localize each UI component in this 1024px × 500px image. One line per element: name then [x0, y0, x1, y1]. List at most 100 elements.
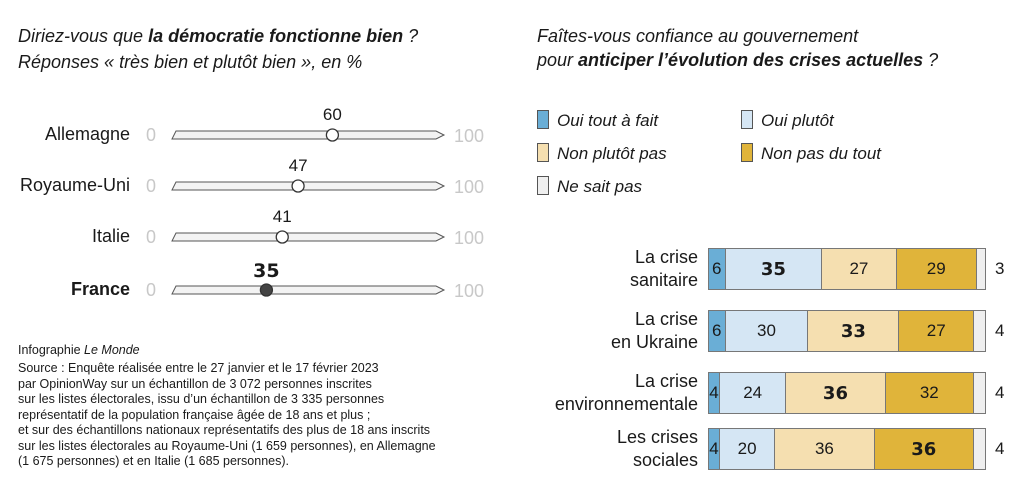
- value-dot: [259, 283, 274, 297]
- legend-item: Oui plutôt: [741, 110, 834, 131]
- value-dot: [275, 230, 289, 244]
- right-title-bold: anticiper l’évolution des crises actuell…: [578, 50, 924, 70]
- value-label: 41: [272, 207, 292, 226]
- legend-swatch: [741, 110, 753, 129]
- stacked-bar: 6 35 27 29: [708, 248, 986, 290]
- bar-segment: 4: [709, 429, 721, 469]
- category-label: La crise en Ukraine: [508, 308, 698, 354]
- bar-segment: [973, 429, 985, 469]
- legend-swatch: [537, 143, 549, 162]
- slider-track: [171, 130, 446, 140]
- bar-segment: [976, 249, 985, 289]
- category-label-line: en Ukraine: [610, 332, 698, 352]
- bar-end-label: 3: [995, 259, 1005, 278]
- legend-label: Non plutôt pas: [557, 144, 667, 163]
- legend-item: Non plutôt pas: [537, 143, 667, 164]
- legend-item: Ne sait pas: [537, 176, 642, 197]
- bar-segment: 27: [822, 249, 897, 289]
- left-title-post: ?: [403, 26, 419, 46]
- credit-pre: Infographie: [18, 343, 85, 357]
- right-title-post: ?: [923, 50, 939, 70]
- value-label: 60: [322, 105, 342, 124]
- country-label: Allemagne: [44, 124, 130, 144]
- scale-max-label: 100: [454, 126, 485, 146]
- legend-label: Non pas du tout: [761, 144, 882, 163]
- slider-track: [171, 232, 446, 242]
- bar-segment: 24: [720, 373, 787, 413]
- legend-item: Oui tout à fait: [537, 110, 658, 131]
- dot-chart-svg: [171, 128, 446, 297]
- legend-label: Oui tout à fait: [557, 111, 659, 130]
- bar-segment: 6: [709, 249, 726, 289]
- category-label-line: sociales: [632, 450, 698, 470]
- right-title-line2: pour anticiper l’évolution des crises ac…: [537, 48, 938, 72]
- bar-segment: 30: [725, 311, 809, 351]
- stacked-bar: 4 24 36 32: [708, 372, 986, 414]
- bar-segment: 29: [896, 249, 977, 289]
- source-line: sur les listes électorales, issu d’un éc…: [18, 392, 385, 406]
- source-line: par OpinionWay sur un échantillon de 3 0…: [18, 376, 372, 391]
- legend-label: Oui plutôt: [761, 111, 834, 130]
- credit-italic: Le Monde: [84, 343, 140, 357]
- bar-segment: 35: [725, 249, 823, 289]
- country-label: Italie: [91, 226, 130, 246]
- right-title-line1: Faîtes-vous confiance au gouvernement: [537, 26, 859, 46]
- bar-segment: 32: [885, 373, 974, 413]
- right-title-pre: pour: [537, 50, 579, 70]
- category-label-line: La crise: [634, 247, 698, 267]
- bar-end-label: 4: [995, 321, 1005, 340]
- bar-segment: 27: [899, 311, 974, 351]
- category-label: La crise environnementale: [508, 370, 698, 416]
- value-label: 35: [253, 260, 280, 282]
- legend-label: Ne sait pas: [557, 177, 643, 196]
- left-title-bold: la démocratie fonctionne bien: [148, 26, 404, 46]
- country-label: France: [70, 279, 130, 299]
- scale-max-label: 100: [454, 228, 485, 248]
- scale-min-label: 0: [146, 125, 157, 145]
- country-label: Royaume-Uni: [19, 175, 130, 195]
- bar-segment: 6: [709, 311, 726, 351]
- value-dot: [291, 179, 305, 193]
- stacked-bar: 6 30 33 27: [708, 310, 986, 352]
- source-line: (1 675 personnes) et en Italie (1 685 pe…: [18, 454, 290, 468]
- bar-segment: [973, 373, 985, 413]
- scale-max-label: 100: [454, 177, 485, 197]
- legend-item: Non pas du tout: [741, 143, 881, 164]
- category-label: La crise sanitaire: [508, 246, 698, 292]
- bar-segment: 36: [786, 373, 886, 413]
- bar-segment: 33: [808, 311, 900, 351]
- category-label: Les crises sociales: [508, 426, 698, 472]
- category-label-line: Les crises: [616, 427, 698, 447]
- legend-swatch: [537, 176, 549, 195]
- bar-segment: 36: [874, 429, 974, 469]
- bar-segment: 4: [709, 373, 721, 413]
- bar-end-label: 4: [995, 383, 1005, 402]
- bar-segment: 36: [775, 429, 875, 469]
- scale-min-label: 0: [146, 176, 157, 196]
- category-label-line: La crise: [634, 309, 698, 329]
- slider-track: [171, 181, 446, 191]
- source-line: et sur des échantillons nationaux représ…: [18, 423, 431, 437]
- category-label-line: La crise: [634, 371, 698, 391]
- source-line: Source : Enquête réalisée entre le 27 ja…: [18, 361, 379, 375]
- left-title: Diriez-vous que la démocratie fonctionne…: [18, 24, 418, 48]
- legend-swatch: [537, 110, 549, 129]
- stacked-bar: 4 20 36 36: [708, 428, 986, 470]
- scale-max-label: 100: [454, 281, 485, 301]
- source-line: représentatif de la population française…: [18, 407, 371, 422]
- bar-segment: [973, 311, 985, 351]
- left-subtitle: Réponses « très bien et plutôt bien », e…: [18, 52, 363, 72]
- bar-end-label: 4: [995, 439, 1005, 458]
- scale-min-label: 0: [146, 280, 157, 300]
- slider-track: [171, 285, 446, 295]
- source-line: sur les listes électorales au Royaume-Un…: [18, 438, 436, 453]
- value-label: 47: [288, 156, 308, 175]
- legend-swatch: [741, 143, 753, 162]
- category-label-line: environnementale: [554, 394, 698, 414]
- credit-line: Infographie Le Monde: [18, 343, 140, 359]
- scale-min-label: 0: [146, 227, 157, 247]
- bar-segment: 20: [720, 429, 776, 469]
- source-text: Source : Enquête réalisée entre le 27 ja…: [18, 361, 436, 470]
- category-label-line: sanitaire: [629, 270, 698, 290]
- value-dot: [325, 128, 340, 142]
